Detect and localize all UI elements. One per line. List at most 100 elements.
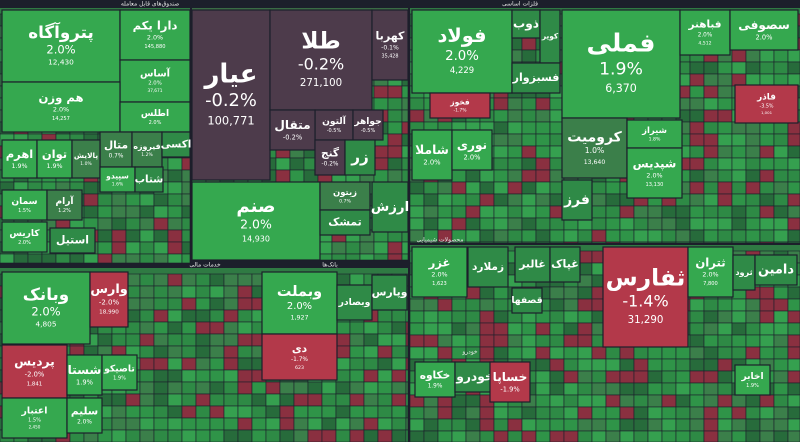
tile-box — [71, 139, 101, 179]
filler-cell — [717, 157, 733, 171]
filler-cell — [717, 370, 733, 384]
filler-cell — [745, 334, 761, 348]
filler-cell — [377, 309, 393, 323]
filler-cell — [507, 322, 523, 336]
filler-cell — [731, 406, 747, 420]
filler-cell — [391, 393, 407, 407]
filler-cell — [731, 181, 747, 195]
filler-cell — [549, 229, 565, 243]
tile-value: 14,930 — [242, 235, 270, 244]
filler-cell — [479, 418, 495, 432]
tile-name: تاصیکو — [103, 363, 135, 374]
filler-cell — [349, 393, 365, 407]
filler-cell — [717, 73, 733, 87]
tile-box — [489, 361, 531, 403]
filler-cell — [55, 253, 71, 264]
filler-cell — [349, 381, 365, 395]
tile-name: آرام — [55, 195, 74, 207]
filler-cell — [139, 333, 155, 347]
filler-cell — [237, 321, 253, 335]
filler-cell — [223, 393, 239, 407]
tile: فولاد 2.0% 4,229 — [411, 9, 513, 94]
filler-cell — [139, 241, 155, 255]
tile: فاذر-3.5%1,001 — [734, 84, 799, 124]
tile: پردیس-2.0% 1,841 — [1, 344, 68, 399]
filler-cell — [237, 273, 253, 287]
filler-cell — [409, 109, 425, 123]
filler-cell — [83, 181, 99, 195]
filler-cell — [209, 381, 225, 395]
filler-cell — [647, 346, 663, 360]
tile-name: سصوفی — [738, 18, 790, 33]
filler-cell — [787, 217, 800, 231]
filler-cell — [591, 382, 607, 396]
tile: ارزش — [371, 181, 409, 233]
filler-cell — [689, 97, 705, 111]
filler-cell — [703, 346, 719, 360]
filler-cell — [563, 241, 579, 244]
filler-cell — [409, 217, 425, 231]
filler-cell — [251, 393, 267, 407]
filler-cell — [535, 229, 551, 243]
filler-cell — [521, 133, 537, 147]
tile-box — [371, 181, 409, 233]
filler-cell — [363, 321, 379, 335]
tile-box — [134, 166, 164, 193]
filler-cell — [773, 61, 789, 75]
filler-cell — [451, 418, 467, 432]
filler-cell — [703, 85, 719, 99]
filler-cell — [703, 157, 719, 171]
filler-cell — [577, 334, 593, 348]
filler-cell — [223, 285, 239, 299]
filler-cell — [373, 241, 389, 255]
filler-cell — [773, 394, 789, 408]
filler-cell — [401, 133, 409, 147]
tile-change: 1.9% — [746, 383, 759, 389]
filler-cell — [493, 157, 509, 171]
filler-cell — [661, 205, 677, 219]
filler-cell — [647, 205, 663, 219]
filler-cell — [745, 205, 761, 219]
filler-cell — [605, 346, 621, 360]
filler-cell — [349, 429, 365, 442]
filler-cell — [563, 310, 579, 324]
tile-value: 7,800 — [703, 281, 718, 287]
filler-cell — [661, 394, 677, 408]
tile-box — [411, 129, 453, 181]
tile-change: 1.9% — [76, 378, 93, 386]
filler-cell — [167, 381, 183, 395]
filler-cell — [479, 346, 495, 360]
filler-cell — [689, 370, 705, 384]
filler-cell — [167, 157, 183, 171]
filler-cell — [661, 241, 677, 244]
tile: غالبر — [514, 246, 551, 283]
filler-cell — [647, 418, 663, 432]
filler-cell — [675, 418, 691, 432]
filler-cell — [377, 405, 393, 419]
filler-cell — [83, 205, 99, 219]
filler-cell — [787, 346, 800, 360]
tile-name: صنم — [236, 196, 275, 217]
filler-cell — [139, 393, 155, 407]
filler-cell — [437, 181, 453, 195]
tile-name: متال — [104, 139, 128, 151]
filler-cell — [465, 334, 481, 348]
filler-cell — [731, 49, 747, 63]
filler-cell — [507, 157, 523, 171]
filler-cell — [465, 310, 481, 324]
filler-cell — [717, 193, 733, 207]
filler-cell — [675, 382, 691, 396]
filler-cell — [167, 273, 183, 287]
filler-cell — [195, 381, 211, 395]
filler-cell — [111, 405, 127, 419]
filler-cell — [773, 358, 789, 372]
filler-cell — [97, 217, 113, 231]
tile-name: شتاب — [135, 174, 164, 186]
tile: ذوب — [511, 9, 541, 39]
filler-cell — [703, 358, 719, 372]
filler-cell — [181, 333, 197, 347]
tile-name: آساس — [140, 66, 171, 79]
filler-cell — [237, 345, 253, 359]
filler-cell — [153, 253, 169, 264]
